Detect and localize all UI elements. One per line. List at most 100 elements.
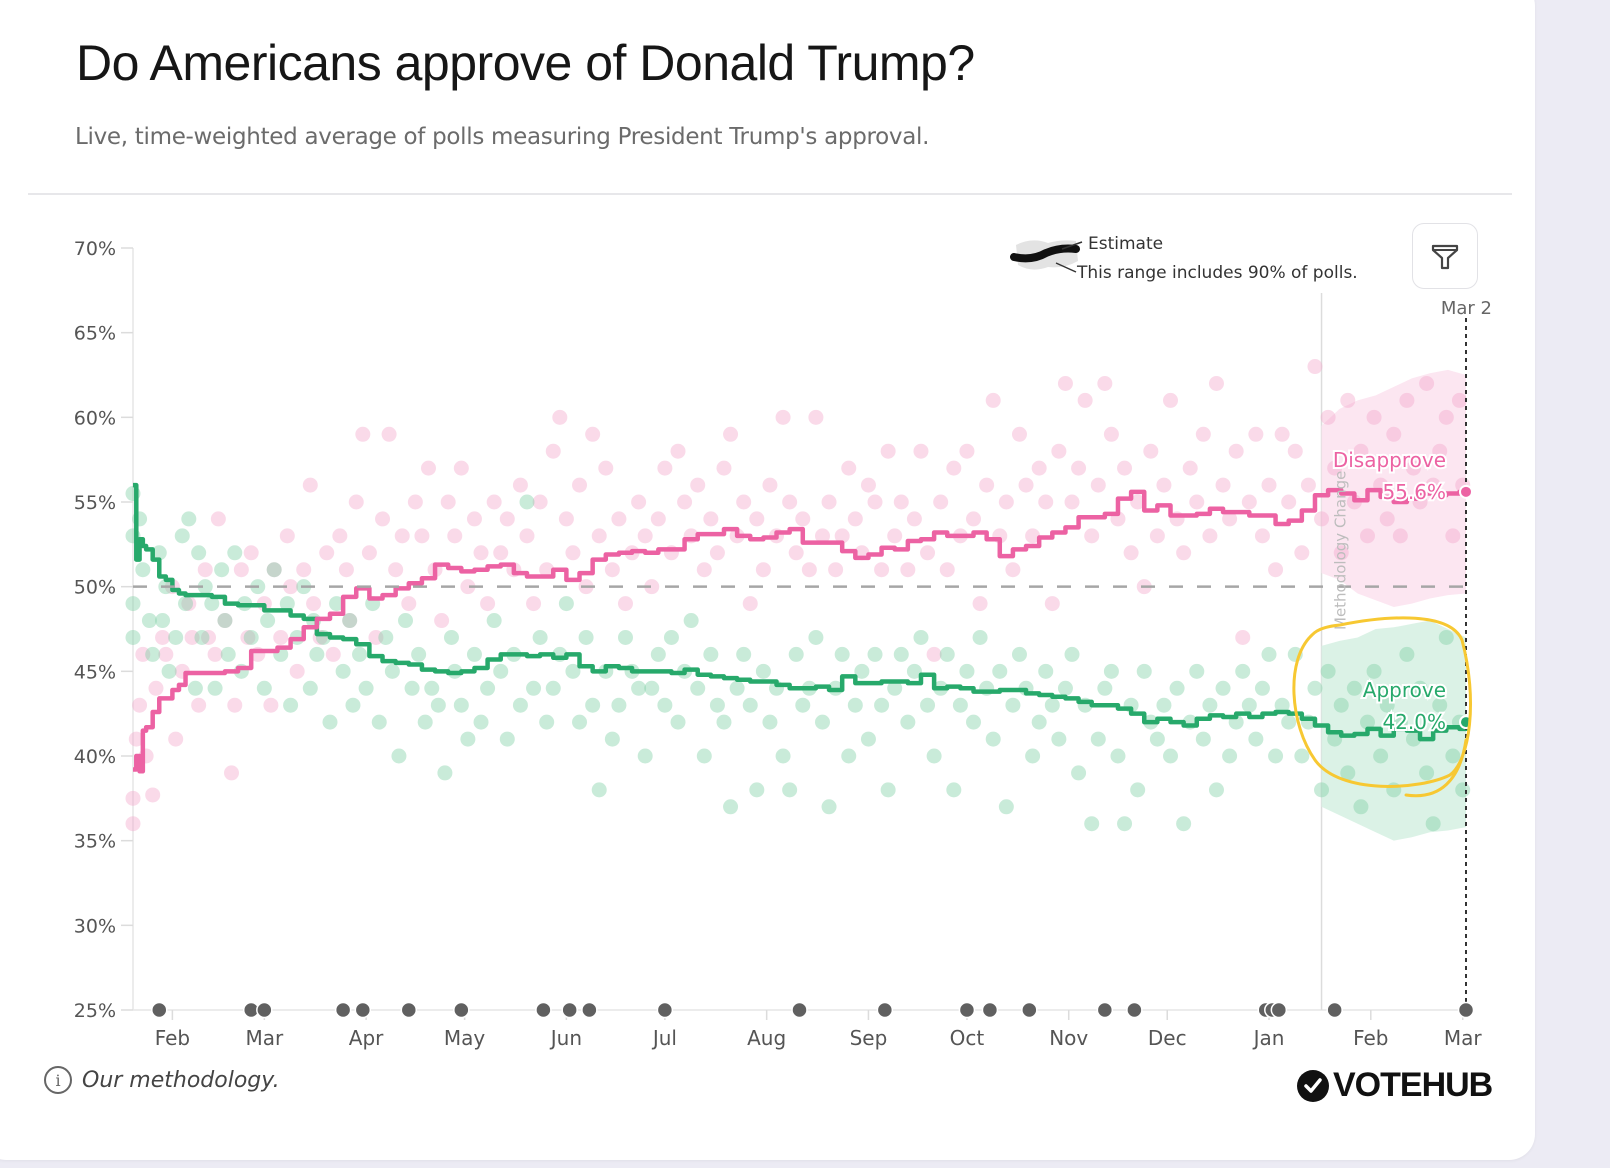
approve-poll-dot[interactable] [473, 714, 489, 730]
approve-poll-dot[interactable] [1130, 782, 1146, 798]
disapprove-poll-dot[interactable] [867, 494, 883, 510]
disapprove-poll-dot[interactable] [637, 528, 653, 544]
disapprove-poll-dot[interactable] [920, 545, 936, 561]
approve-poll-dot[interactable] [926, 748, 942, 764]
approve-poll-dot[interactable] [1386, 782, 1402, 798]
disapprove-poll-dot[interactable] [302, 477, 318, 493]
approve-poll-dot[interactable] [417, 714, 433, 730]
disapprove-poll-dot[interactable] [1130, 494, 1146, 510]
disapprove-poll-dot[interactable] [657, 460, 673, 476]
disapprove-poll-dot[interactable] [125, 790, 141, 806]
disapprove-poll-dot[interactable] [493, 545, 509, 561]
disapprove-poll-dot[interactable] [486, 494, 502, 510]
event-marker-dot[interactable] [981, 1001, 999, 1019]
approve-poll-dot[interactable] [1136, 663, 1152, 679]
approve-poll-dot[interactable] [217, 613, 233, 629]
disapprove-poll-dot[interactable] [273, 629, 289, 645]
disapprove-poll-dot[interactable] [558, 511, 574, 527]
disapprove-poll-dot[interactable] [306, 596, 322, 612]
disapprove-poll-dot[interactable] [1274, 426, 1290, 442]
approve-poll-dot[interactable] [1419, 765, 1435, 781]
disapprove-poll-dot[interactable] [933, 494, 949, 510]
disapprove-poll-dot[interactable] [1235, 629, 1251, 645]
approve-poll-dot[interactable] [1097, 680, 1113, 696]
approve-poll-dot[interactable] [512, 697, 528, 713]
approve-poll-dot[interactable] [125, 629, 141, 645]
disapprove-poll-dot[interactable] [1314, 511, 1330, 527]
disapprove-poll-dot[interactable] [1071, 460, 1087, 476]
approve-poll-dot[interactable] [696, 748, 712, 764]
approve-poll-dot[interactable] [279, 596, 295, 612]
event-marker-dot[interactable] [656, 1001, 674, 1019]
disapprove-poll-dot[interactable] [319, 545, 335, 561]
approve-poll-dot[interactable] [591, 782, 607, 798]
disapprove-poll-dot[interactable] [279, 528, 295, 544]
disapprove-poll-dot[interactable] [263, 697, 279, 713]
approve-poll-dot[interactable] [135, 562, 151, 578]
disapprove-poll-dot[interactable] [210, 511, 226, 527]
approve-poll-dot[interactable] [384, 663, 400, 679]
disapprove-poll-dot[interactable] [466, 511, 482, 527]
disapprove-poll-dot[interactable] [893, 494, 909, 510]
approve-poll-dot[interactable] [309, 646, 325, 662]
approve-poll-dot[interactable] [841, 748, 857, 764]
disapprove-poll-dot[interactable] [361, 545, 377, 561]
disapprove-poll-dot[interactable] [440, 494, 456, 510]
approve-poll-dot[interactable] [1235, 663, 1251, 679]
disapprove-poll-dot[interactable] [184, 629, 200, 645]
approve-poll-dot[interactable] [437, 765, 453, 781]
approve-poll-dot[interactable] [1241, 697, 1257, 713]
approve-poll-dot[interactable] [795, 697, 811, 713]
approve-poll-dot[interactable] [1379, 697, 1395, 713]
approve-poll-dot[interactable] [821, 799, 837, 815]
disapprove-poll-dot[interactable] [1287, 443, 1303, 459]
approve-poll-dot[interactable] [847, 697, 863, 713]
disapprove-poll-dot[interactable] [1445, 528, 1461, 544]
disapprove-poll-dot[interactable] [821, 494, 837, 510]
approve-poll-dot[interactable] [788, 646, 804, 662]
disapprove-poll-dot[interactable] [644, 579, 660, 595]
approve-poll-dot[interactable] [191, 545, 207, 561]
approve-poll-dot[interactable] [1044, 697, 1060, 713]
event-marker-dot[interactable] [1457, 1001, 1475, 1019]
disapprove-poll-dot[interactable] [1386, 426, 1402, 442]
disapprove-poll-dot[interactable] [795, 511, 811, 527]
disapprove-poll-dot[interactable] [1281, 494, 1297, 510]
approve-poll-dot[interactable] [1005, 697, 1021, 713]
approve-poll-dot[interactable] [371, 714, 387, 730]
approve-poll-dot[interactable] [1084, 816, 1100, 832]
approve-poll-dot[interactable] [260, 613, 276, 629]
disapprove-poll-dot[interactable] [1057, 375, 1073, 391]
approve-poll-dot[interactable] [1222, 748, 1238, 764]
approve-poll-dot[interactable] [1425, 816, 1441, 832]
disapprove-poll-dot[interactable] [158, 646, 174, 662]
disapprove-poll-dot[interactable] [716, 460, 732, 476]
disapprove-poll-dot[interactable] [289, 663, 305, 679]
disapprove-poll-dot[interactable] [1438, 409, 1454, 425]
approve-poll-dot[interactable] [631, 680, 647, 696]
event-marker-dot[interactable] [561, 1001, 578, 1019]
approve-poll-dot[interactable] [227, 545, 243, 561]
disapprove-poll-dot[interactable] [1320, 409, 1336, 425]
approve-poll-dot[interactable] [545, 680, 561, 696]
approve-poll-dot[interactable] [197, 579, 213, 595]
approve-poll-dot[interactable] [782, 782, 798, 798]
disapprove-poll-dot[interactable] [197, 562, 213, 578]
disapprove-poll-dot[interactable] [296, 562, 312, 578]
approve-poll-dot[interactable] [1320, 663, 1336, 679]
approve-poll-dot[interactable] [1071, 765, 1087, 781]
approve-poll-dot[interactable] [966, 714, 982, 730]
approve-poll-dot[interactable] [378, 629, 394, 645]
approve-poll-dot[interactable] [329, 596, 345, 612]
approve-poll-dot[interactable] [585, 697, 601, 713]
disapprove-poll-dot[interactable] [972, 596, 988, 612]
disapprove-poll-dot[interactable] [283, 579, 299, 595]
disapprove-poll-dot[interactable] [128, 731, 144, 747]
approve-poll-dot[interactable] [1438, 629, 1454, 645]
approve-poll-dot[interactable] [1340, 765, 1356, 781]
disapprove-poll-dot[interactable] [155, 629, 171, 645]
event-marker-dot[interactable] [453, 1001, 470, 1019]
approve-poll-dot[interactable] [1156, 697, 1172, 713]
approve-poll-dot[interactable] [499, 731, 515, 747]
disapprove-poll-dot[interactable] [447, 528, 463, 544]
